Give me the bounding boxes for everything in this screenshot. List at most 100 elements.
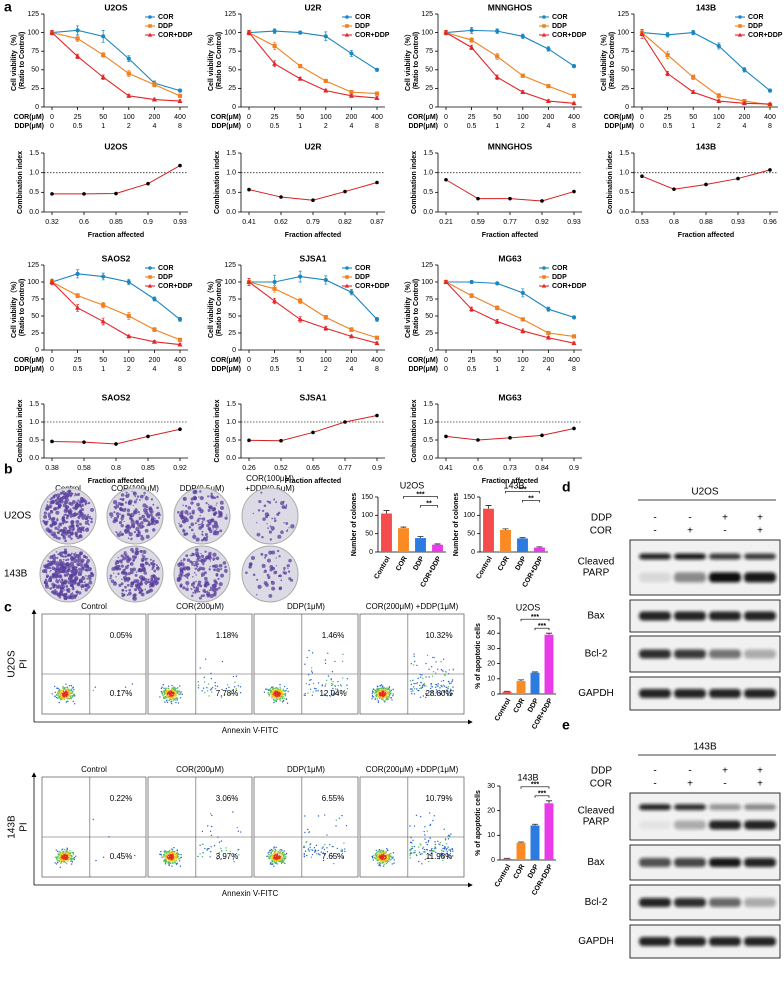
x-tick-label: Control (494, 863, 513, 888)
data-point (273, 44, 277, 48)
event-dot (324, 849, 325, 850)
colony (185, 518, 189, 522)
event-dot (74, 857, 75, 858)
data-point (444, 435, 448, 439)
band (639, 689, 671, 698)
colony (61, 529, 64, 532)
x-tick-label: 0.73 (503, 465, 517, 472)
series-line (249, 416, 377, 441)
event-dot (170, 863, 171, 864)
condition-sign: - (653, 513, 656, 524)
x-tick-label: 0.84 (535, 465, 549, 472)
event-dot (379, 694, 380, 695)
event-dot (392, 856, 393, 857)
colony (81, 498, 84, 501)
event-dot (180, 691, 181, 692)
y-tick-label: 50 (425, 67, 433, 74)
x-tick-label: 0.59 (471, 219, 485, 226)
y-tick-label: 0 (491, 857, 495, 864)
colony (117, 573, 119, 575)
x-tick-label: 0.93 (731, 219, 745, 226)
colony (115, 576, 116, 577)
colony (187, 559, 190, 562)
colony (196, 589, 199, 592)
data-point (101, 53, 105, 57)
condition-sign: + (722, 513, 728, 524)
x-tick-label: 0 (50, 357, 54, 364)
y-tick-label: 25 (228, 85, 236, 92)
colony (191, 563, 194, 566)
condition-sign: - (688, 513, 691, 524)
event-dot (310, 843, 311, 844)
chart-title: SJSA1 (300, 392, 327, 402)
event-dot (168, 855, 169, 856)
y-tick-label: 25 (621, 85, 629, 92)
colony (216, 568, 220, 572)
colony (64, 596, 68, 600)
event-dot (441, 850, 442, 851)
colony (201, 575, 203, 577)
significance-label: ** (426, 500, 432, 507)
event-dot (386, 698, 387, 699)
colony (179, 524, 182, 527)
event-dot (376, 696, 377, 697)
event-dot (420, 844, 421, 845)
y-axis-label: Combination index (214, 399, 221, 462)
x-tick-label: 2 (717, 123, 721, 130)
event-dot (387, 860, 388, 861)
condition-sign: - (723, 526, 726, 537)
x-tick-label: 200 (739, 114, 751, 121)
colony (81, 588, 82, 589)
colony (120, 524, 123, 527)
event-dot (69, 855, 70, 856)
event-dot (198, 687, 199, 688)
event-dot (62, 858, 63, 859)
x-tick-label: Control (475, 555, 494, 580)
event-dot (380, 694, 381, 695)
event-dot (166, 852, 167, 853)
colony (113, 500, 117, 504)
colony (66, 521, 68, 523)
event-dot (390, 693, 391, 694)
error-bar (518, 842, 524, 843)
event-dot (164, 696, 165, 697)
event-dot (203, 688, 204, 689)
colony (48, 567, 50, 569)
colony (69, 574, 73, 578)
event-dot (72, 852, 73, 853)
colony (145, 561, 147, 563)
data-point (349, 51, 353, 55)
colony (57, 593, 60, 596)
event-dot (417, 682, 418, 683)
blot (630, 600, 780, 632)
event-dot (277, 852, 278, 853)
x-tick-label: 0.8 (669, 219, 679, 226)
event-dot (65, 684, 66, 685)
colony (90, 520, 93, 523)
y-tick-label: 100 (27, 29, 39, 36)
colony (139, 499, 141, 501)
event-dot (69, 685, 70, 686)
colony (189, 512, 191, 514)
event-dot (372, 692, 373, 693)
colony (81, 576, 85, 580)
colony (212, 557, 215, 560)
colony (196, 565, 198, 567)
colony (200, 496, 204, 500)
event-dot (274, 691, 275, 692)
event-dot (414, 693, 415, 694)
colony (195, 568, 197, 570)
event-dot (385, 689, 386, 690)
event-dot (269, 690, 270, 691)
event-dot (424, 826, 425, 827)
y-tick-label: 75 (425, 48, 433, 55)
colony (155, 583, 157, 585)
event-dot (391, 858, 392, 859)
colony (219, 564, 223, 568)
event-dot (265, 688, 266, 689)
event-dot (332, 681, 333, 682)
event-dot (432, 675, 433, 676)
event-dot (176, 855, 177, 856)
condition-sign: + (687, 526, 693, 537)
event-dot (273, 702, 274, 703)
